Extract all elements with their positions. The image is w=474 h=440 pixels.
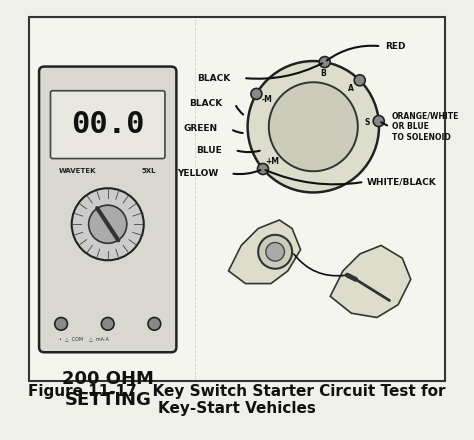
Text: BLUE: BLUE [196,146,222,154]
Text: •  △  COM    △  mA·A: • △ COM △ mA·A [59,336,109,341]
Text: S: S [364,117,370,127]
Circle shape [148,318,161,330]
FancyBboxPatch shape [29,17,445,381]
Circle shape [269,82,358,171]
Text: ORANGE/WHITE
OR BLUE
TO SOLENOID: ORANGE/WHITE OR BLUE TO SOLENOID [392,112,459,142]
Text: 200 OHM
SETTING: 200 OHM SETTING [62,370,154,409]
Circle shape [354,75,365,86]
Polygon shape [228,220,301,283]
Text: B: B [320,69,326,78]
FancyBboxPatch shape [39,66,176,352]
Circle shape [258,235,292,269]
Text: Figure 11-17   Key Switch Starter Circuit Test for
Key-Start Vehicles: Figure 11-17 Key Switch Starter Circuit … [28,384,446,416]
Text: A: A [348,84,354,93]
Circle shape [72,188,144,260]
Text: +M: +M [265,157,279,166]
Circle shape [101,318,114,330]
Text: 5XL: 5XL [142,168,156,174]
Circle shape [55,318,67,330]
Circle shape [266,242,284,261]
Text: GREEN: GREEN [184,125,218,133]
Polygon shape [330,246,411,318]
Text: WAVETEK: WAVETEK [59,168,97,174]
Circle shape [89,205,127,243]
Text: YELLOW: YELLOW [177,169,218,178]
Text: -M: -M [261,95,272,104]
Circle shape [319,57,330,68]
Text: BLACK: BLACK [189,99,222,108]
Circle shape [257,164,268,175]
Text: WHITE/BLACK: WHITE/BLACK [366,177,436,187]
FancyBboxPatch shape [51,91,165,158]
Circle shape [251,88,262,99]
Text: BLACK: BLACK [197,73,231,83]
Circle shape [247,61,379,192]
Circle shape [373,116,384,127]
Text: RED: RED [385,42,406,51]
Text: 00.0: 00.0 [71,110,145,139]
